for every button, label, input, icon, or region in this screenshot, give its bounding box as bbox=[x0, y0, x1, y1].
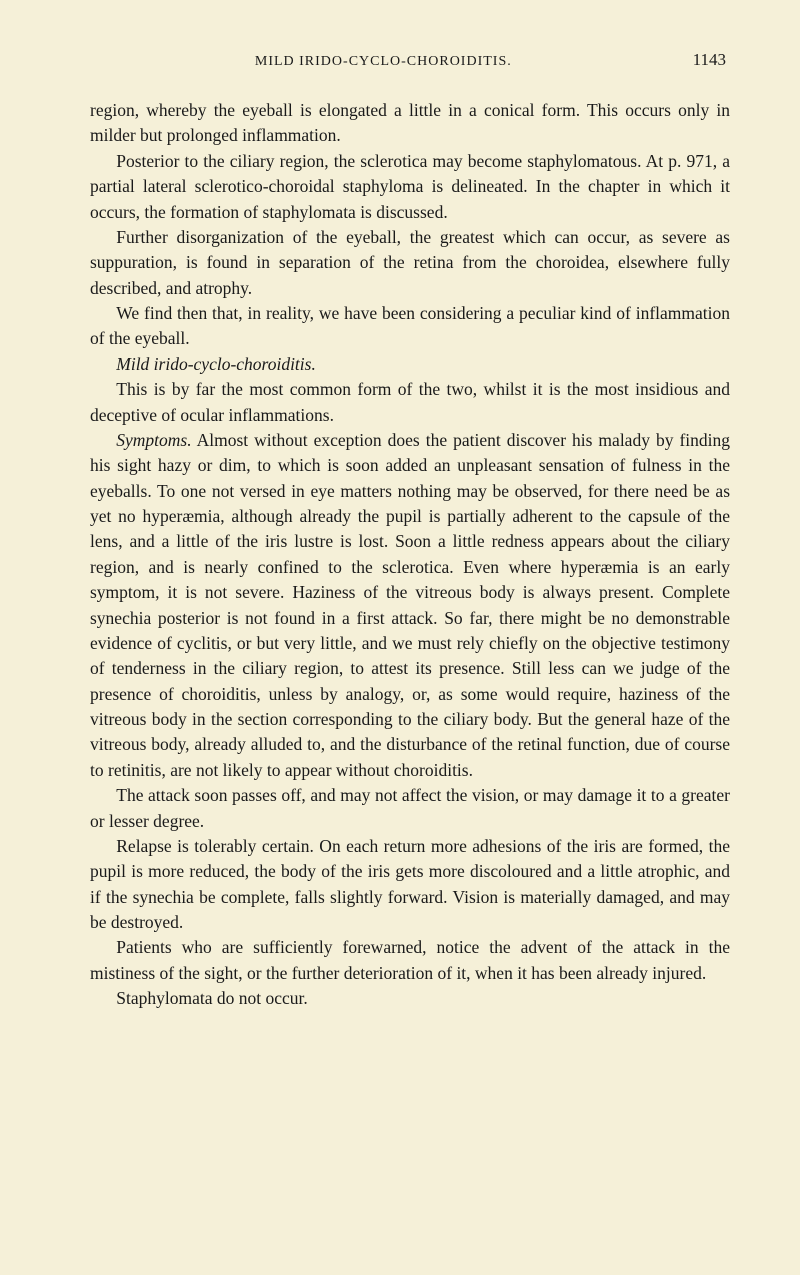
italic-heading-mild: Mild irido-cyclo-choroiditis. bbox=[116, 354, 316, 374]
paragraph-6: This is by far the most common form of t… bbox=[90, 377, 730, 428]
paragraph-9: Relapse is tolerably certain. On each re… bbox=[90, 834, 730, 936]
paragraph-5: Mild irido-cyclo-choroiditis. bbox=[90, 352, 730, 377]
page-container: MILD IRIDO-CYCLO-CHOROIDITIS. 1143 regio… bbox=[0, 0, 800, 1062]
italic-heading-symptoms: Symptoms. bbox=[116, 430, 191, 450]
paragraph-7: Symptoms. Almost without exception does … bbox=[90, 428, 730, 783]
paragraph-1: region, whereby the eyeball is elongated… bbox=[90, 98, 730, 149]
paragraph-3: Further disorganization of the eyeball, … bbox=[90, 225, 730, 301]
paragraph-4: We find then that, in reality, we have b… bbox=[90, 301, 730, 352]
body-text: region, whereby the eyeball is elongated… bbox=[90, 98, 730, 1012]
paragraph-11: Staphylomata do not occur. bbox=[90, 986, 730, 1011]
paragraph-10: Patients who are sufficiently forewarned… bbox=[90, 935, 730, 986]
page-header: MILD IRIDO-CYCLO-CHOROIDITIS. 1143 bbox=[90, 50, 730, 70]
paragraph-7-body: Almost without exception does the patien… bbox=[90, 430, 730, 780]
paragraph-8: The attack soon passes off, and may not … bbox=[90, 783, 730, 834]
page-number: 1143 bbox=[693, 50, 726, 70]
paragraph-2: Posterior to the ciliary region, the scl… bbox=[90, 149, 730, 225]
running-title: MILD IRIDO-CYCLO-CHOROIDITIS. bbox=[94, 54, 673, 70]
